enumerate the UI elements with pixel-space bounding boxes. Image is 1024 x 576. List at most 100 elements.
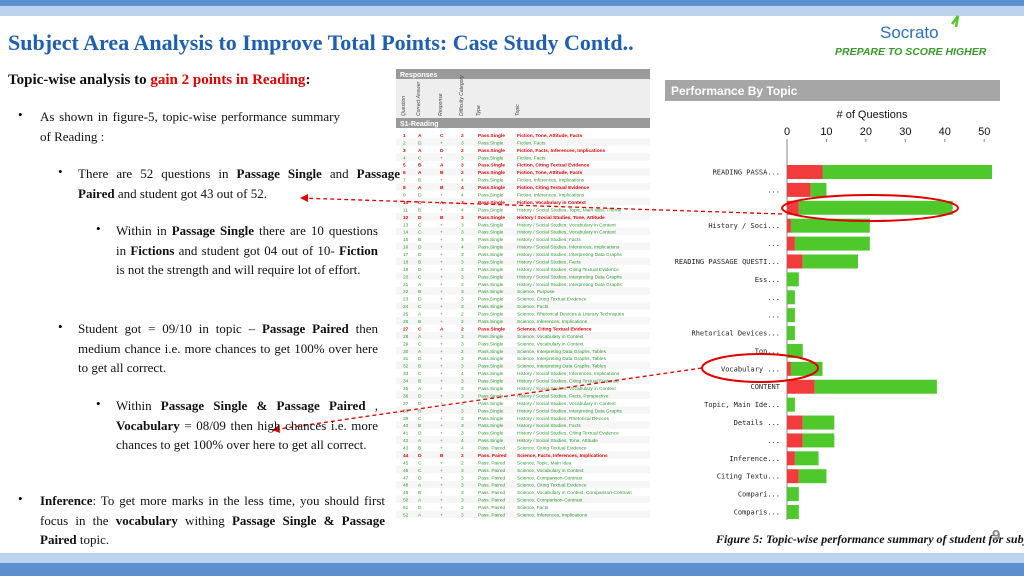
table-cell: 3 xyxy=(461,297,464,303)
table-cell: 30 xyxy=(403,349,409,355)
table-cell: History / Social Studies, Facts xyxy=(517,237,581,243)
bar-segment xyxy=(787,469,799,484)
text-run: Fictions xyxy=(130,242,175,258)
table-cell: Pass. Paired xyxy=(478,453,507,459)
table-cell: 3 xyxy=(461,431,464,437)
text-run: Passage Paired xyxy=(78,166,400,201)
y-tick-label: Ton... xyxy=(755,347,780,355)
table-cell: 12 xyxy=(403,215,409,221)
y-tick-label: Ess... xyxy=(755,276,780,284)
y-tick-label: ... xyxy=(767,186,780,194)
table-title-bar xyxy=(396,69,650,79)
row-stripe xyxy=(396,257,650,265)
text-run: and student got 43 out of 52. xyxy=(114,185,267,201)
table-cell: 37 xyxy=(403,401,409,407)
table-cell: D xyxy=(418,393,422,399)
bar-segment xyxy=(787,361,791,376)
slide-title: Subject Area Analysis to Improve Total P… xyxy=(8,30,634,55)
bar-segment xyxy=(787,487,799,502)
table-cell: + xyxy=(440,357,443,362)
table-cell: Pass.Single xyxy=(478,341,504,347)
table-cell: Pass.Single xyxy=(478,438,504,444)
table-cell: 2 xyxy=(461,148,464,154)
table-cell: History / Social Studies, Vocabulary in … xyxy=(517,222,616,228)
table-cell: Science, Interpreting Data Graphs, Table… xyxy=(517,349,607,355)
bar-segment xyxy=(787,182,811,197)
table-cell: Fiction, Inferences, Implications xyxy=(517,178,585,184)
table-cell: + xyxy=(440,380,443,385)
row-stripe xyxy=(396,153,650,161)
bar-segment xyxy=(798,200,953,215)
table-cell: C xyxy=(418,468,422,474)
table-cell: D xyxy=(418,475,422,481)
table-cell: B xyxy=(418,408,421,414)
table-cell: 47 xyxy=(403,475,409,481)
row-stripe xyxy=(396,197,650,206)
table-cell: B xyxy=(440,170,444,176)
table-section: S1-Reading xyxy=(400,121,439,128)
y-tick-label: ... xyxy=(767,312,780,320)
table-cell: D xyxy=(418,356,422,362)
table-cell: 20 xyxy=(403,274,409,280)
row-stripe xyxy=(396,317,650,325)
text-run: and student got 04 out of 10- xyxy=(174,242,339,258)
table-cell: 3 xyxy=(461,386,464,392)
row-stripe xyxy=(396,406,650,414)
table-cell: History / Social Studies, Vocabulary in … xyxy=(517,386,616,392)
table-cell: 2 xyxy=(461,453,464,459)
bar-segment xyxy=(822,165,993,179)
bottom-band xyxy=(0,563,1024,576)
table-cell: A xyxy=(440,163,444,169)
table-cell: 50 xyxy=(403,498,409,504)
table-cell: Pass.Single xyxy=(478,133,505,139)
x-tick-label: 0 xyxy=(784,126,790,138)
table-cell: 3 xyxy=(461,513,464,519)
table-cell: C xyxy=(418,222,422,228)
table-cell: Pass.Single xyxy=(478,230,504,236)
row-stripe xyxy=(396,436,650,444)
table-cell: History / Social Studies, Interpreting D… xyxy=(517,274,622,280)
table-cell: B xyxy=(418,178,421,184)
page-number: 9 xyxy=(992,527,1000,544)
table-cell: Pass.Single xyxy=(478,393,504,399)
table-cell: C xyxy=(418,341,422,347)
table-cell: Pass.Single xyxy=(478,282,504,288)
table-cell: D xyxy=(418,297,422,303)
table-cell: 3 xyxy=(461,140,464,146)
y-tick-label: Details ... xyxy=(734,419,780,427)
table-cell: 25 xyxy=(403,312,409,318)
row-stripe xyxy=(396,346,650,355)
text-run: , xyxy=(365,398,378,413)
table-cell: + xyxy=(440,417,443,422)
table-cell: + xyxy=(440,409,443,414)
table-cell: Pass.Single xyxy=(478,312,504,318)
table-cell: Science, Topic, Main Idea xyxy=(517,460,572,466)
table-cell: Pass.Single xyxy=(478,163,505,169)
table-cell: + xyxy=(440,290,443,295)
bar-segment xyxy=(787,200,799,215)
table-cell: 3 xyxy=(461,341,464,347)
table-cell: Fiction, Citing Textual Evidence xyxy=(517,185,589,191)
text-run: Passage Single & Passage Paired xyxy=(40,512,385,548)
column-header: Topic xyxy=(515,104,521,116)
y-tick-label: READING PASSAGE QUESTI... xyxy=(675,258,780,266)
text-run: Passage Single xyxy=(236,166,322,181)
table-cell: B xyxy=(418,379,421,385)
table-cell: + xyxy=(440,469,443,474)
table-cell: 18 xyxy=(403,259,409,265)
table-cell: D xyxy=(418,140,422,146)
table-cell: Pass.Single xyxy=(478,379,504,385)
table-cell: History / Social Studies, Facts, Perspec… xyxy=(517,393,609,399)
table-cell: Pass.Single xyxy=(478,200,505,206)
table-cell: Pass.Single xyxy=(478,192,504,198)
text-run: there are 10 questions in xyxy=(116,223,378,258)
table-cell: C xyxy=(440,133,444,139)
table-cell: C xyxy=(418,155,422,161)
table-cell: 2 xyxy=(461,349,464,355)
table-cell: A xyxy=(418,498,422,504)
table-cell: 43 xyxy=(403,446,409,452)
table-cell: A xyxy=(418,148,422,154)
table-cell: Fiction, Tone, Attitude, Facts xyxy=(517,133,583,139)
text-run: then medium chance i.e. more chances to … xyxy=(78,321,378,375)
table-cell: 4 xyxy=(461,207,464,213)
